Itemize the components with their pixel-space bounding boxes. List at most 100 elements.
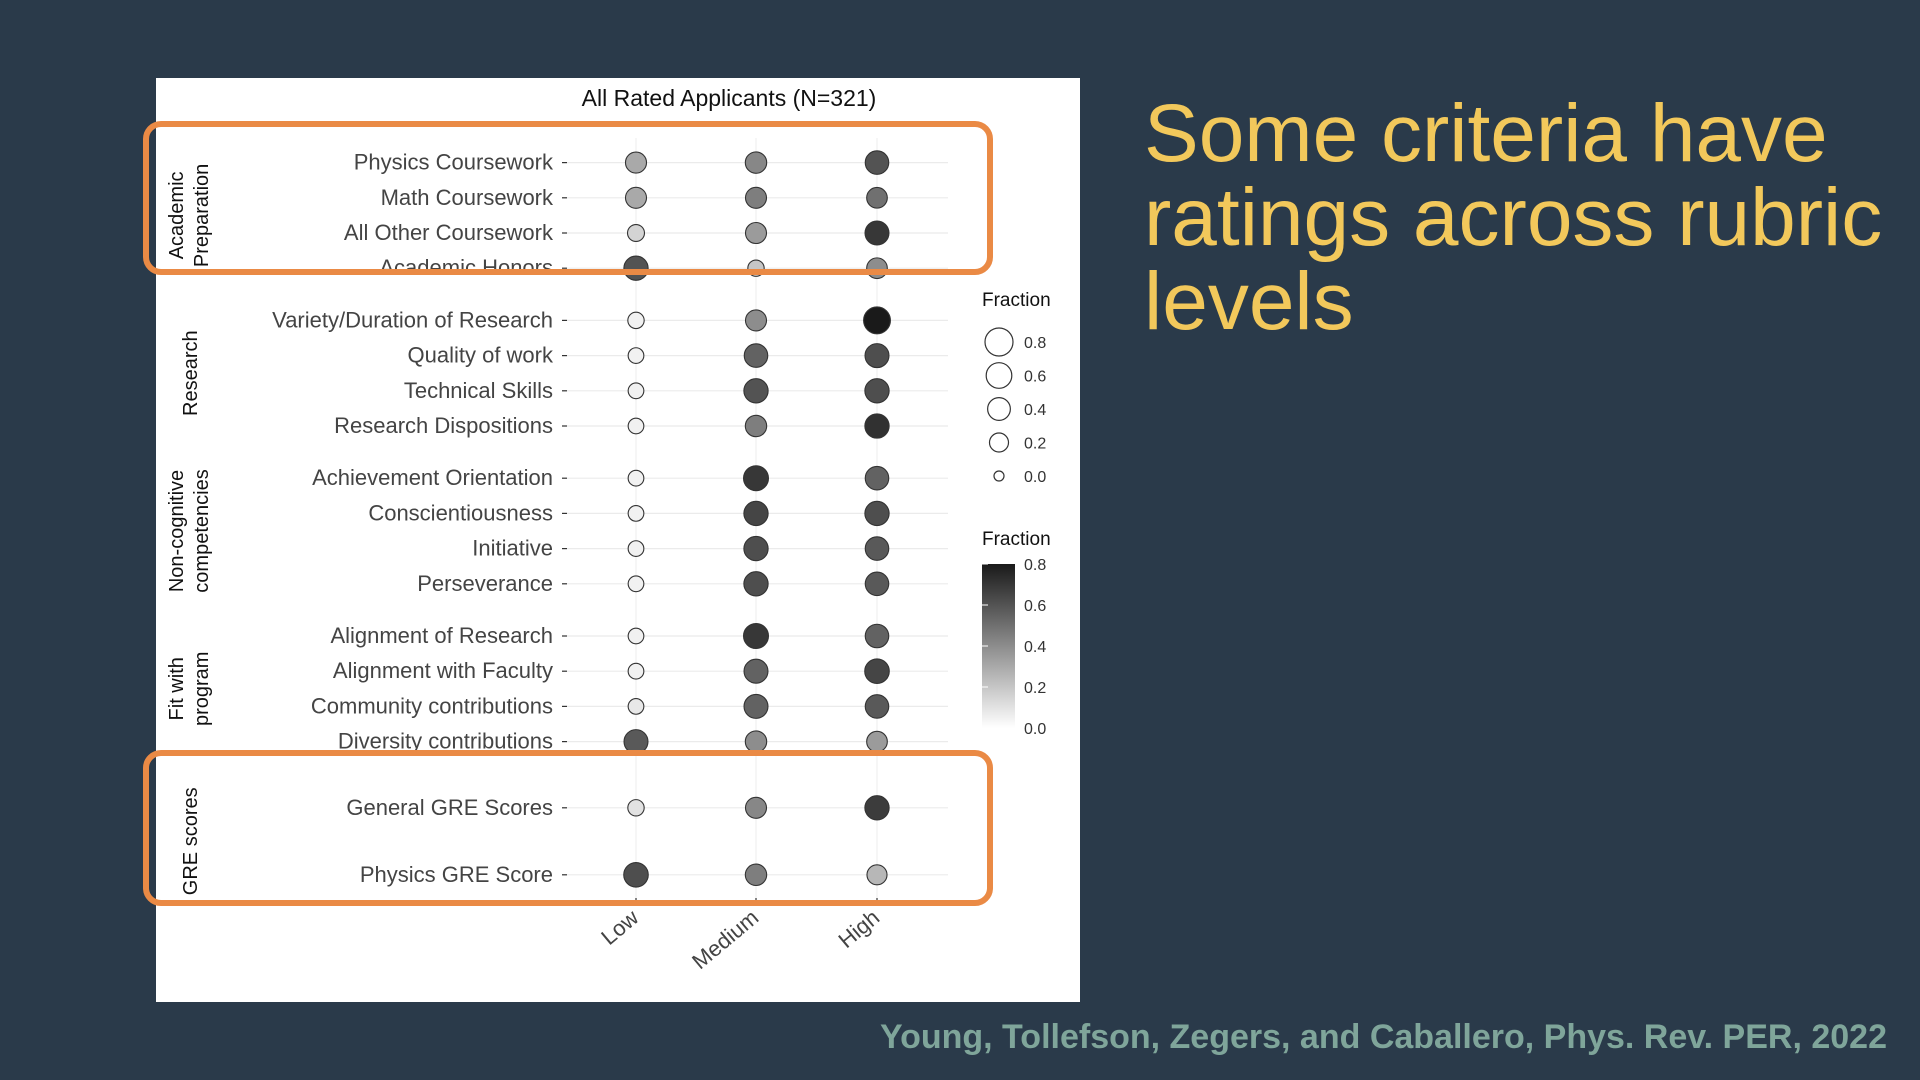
group-label: program bbox=[191, 652, 213, 726]
row-all-other-coursework: All Other Coursework bbox=[344, 220, 948, 246]
dot-initiative-medium bbox=[743, 535, 769, 562]
dot-technical-skills-high bbox=[864, 378, 890, 404]
row-conscientiousness: Conscientiousness bbox=[368, 500, 948, 527]
slide-headline: Some criteria have ratings across rubric… bbox=[1144, 88, 1883, 347]
dot-alignment-with-faculty-medium bbox=[743, 658, 769, 684]
group-non-cognitive-competencies: Achievement Orientation Conscientiousness… bbox=[166, 465, 948, 597]
citation: Young, Tollefson, Zegers, and Caballero,… bbox=[879, 1018, 1887, 1056]
dot-variety-duration-of-research-low bbox=[627, 311, 645, 330]
chart-panel: All Rated Applicants (N=321) Physics Cou… bbox=[156, 78, 1080, 1002]
row-label: Initiative bbox=[472, 536, 553, 561]
dot-quality-of-work-high bbox=[864, 343, 890, 369]
dot-research-dispositions-medium bbox=[744, 414, 768, 438]
color-legend-label: 0.4 bbox=[1024, 639, 1046, 656]
dot-technical-skills-low bbox=[627, 382, 645, 400]
color-legend-title: Fraction bbox=[982, 529, 1051, 550]
dot-physics-gre-score-high bbox=[866, 864, 888, 886]
row-label: Research Dispositions bbox=[334, 413, 553, 438]
dot-all-other-coursework-high bbox=[864, 220, 890, 246]
dot-perseverance-high bbox=[864, 571, 890, 597]
dot-quality-of-work-low bbox=[627, 347, 645, 364]
dot-conscientiousness-medium bbox=[743, 500, 769, 527]
group-fit-with-program: Alignment of Research Alignment with Facu… bbox=[166, 622, 948, 755]
row-label: Alignment with Faculty bbox=[333, 658, 553, 683]
size-legend-label: 0.2 bbox=[1024, 436, 1046, 453]
dot-math-coursework-medium bbox=[744, 186, 768, 209]
row-community-contributions: Community contributions bbox=[311, 693, 948, 719]
size-legend-label: 0.8 bbox=[1024, 335, 1046, 352]
color-legend-label: 0.2 bbox=[1024, 680, 1046, 697]
row-alignment-with-faculty: Alignment with Faculty bbox=[333, 658, 948, 685]
row-label: Academic Honors bbox=[379, 255, 553, 280]
row-diversity-contributions: Diversity contributions bbox=[338, 729, 948, 755]
dot-variety-duration-of-research-high bbox=[863, 306, 891, 335]
dot-math-coursework-high bbox=[866, 186, 888, 209]
row-general-gre-scores: General GRE Scores bbox=[346, 795, 948, 821]
size-legend-circle bbox=[985, 362, 1013, 389]
row-physics-gre-score: Physics GRE Score bbox=[360, 861, 948, 888]
highlight-box-gre-scores bbox=[143, 750, 993, 906]
group-label: Academic bbox=[166, 171, 188, 259]
dot-physics-gre-score-low bbox=[623, 861, 649, 888]
group-label: GRE scores bbox=[180, 787, 202, 895]
row-label: Variety/Duration of Research bbox=[272, 307, 553, 332]
dot-physics-coursework-high bbox=[864, 150, 890, 175]
row-label: General GRE Scores bbox=[346, 795, 553, 820]
dot-achievement-orientation-medium bbox=[742, 465, 770, 492]
dot-general-gre-scores-low bbox=[627, 799, 645, 817]
dot-math-coursework-low bbox=[624, 186, 648, 209]
size-legend-label: 0.4 bbox=[1024, 402, 1046, 419]
row-initiative: Initiative bbox=[472, 535, 948, 562]
row-label: Community contributions bbox=[311, 693, 553, 718]
dot-all-other-coursework-medium bbox=[744, 221, 768, 245]
dot-all-other-coursework-low bbox=[626, 223, 646, 243]
dot-technical-skills-medium bbox=[743, 378, 769, 404]
row-technical-skills: Technical Skills bbox=[404, 378, 948, 404]
size-legend-circle bbox=[988, 432, 1010, 453]
dot-perseverance-low bbox=[627, 575, 645, 593]
group-label: Non-cognitive bbox=[166, 470, 188, 592]
dot-community-contributions-low bbox=[627, 698, 645, 715]
row-label: Quality of work bbox=[408, 343, 554, 368]
row-perseverance: Perseverance bbox=[417, 571, 948, 597]
color-legend-label: 0.6 bbox=[1024, 598, 1046, 615]
row-quality-of-work: Quality of work bbox=[408, 343, 948, 369]
x-tick-label-low: Low bbox=[596, 905, 643, 950]
row-label: Alignment of Research bbox=[330, 623, 553, 648]
row-physics-coursework: Physics Coursework bbox=[354, 150, 948, 175]
group-research: Variety/Duration of Research Quality of w… bbox=[180, 306, 948, 439]
dot-alignment-with-faculty-high bbox=[864, 658, 890, 685]
color-legend-label: 0.8 bbox=[1024, 557, 1046, 574]
size-legend-title: Fraction bbox=[982, 290, 1051, 311]
dot-alignment-of-research-low bbox=[627, 627, 645, 645]
legend-area: Fraction 0.8 0.6 0.4 0.2 0.0 Fraction 0.8 0.6 0.4… bbox=[982, 290, 1051, 738]
dot-initiative-low bbox=[627, 540, 645, 557]
row-label: Physics Coursework bbox=[354, 150, 554, 175]
row-label: Technical Skills bbox=[404, 378, 553, 403]
size-legend-label: 0.6 bbox=[1024, 369, 1046, 386]
dot-physics-coursework-medium bbox=[744, 151, 768, 174]
group-label: Research bbox=[180, 330, 202, 416]
dot-quality-of-work-medium bbox=[743, 343, 769, 368]
row-achievement-orientation: Achievement Orientation bbox=[312, 465, 948, 492]
group-label: Fit with bbox=[166, 657, 188, 720]
dot-achievement-orientation-high bbox=[864, 465, 890, 491]
row-label: All Other Coursework bbox=[344, 220, 554, 245]
chart-title: All Rated Applicants (N=321) bbox=[582, 85, 877, 111]
dot-alignment-of-research-high bbox=[864, 623, 890, 649]
dot-alignment-of-research-medium bbox=[742, 622, 770, 650]
x-tick-label-medium: Medium bbox=[687, 905, 763, 974]
row-label: Math Coursework bbox=[381, 185, 554, 210]
dot-general-gre-scores-high bbox=[864, 795, 890, 821]
dot-community-contributions-high bbox=[864, 694, 890, 719]
size-legend-circle bbox=[987, 397, 1011, 421]
group-gre-scores: General GRE Scores Physics GRE Score GRE s… bbox=[180, 787, 948, 895]
dot-variety-duration-of-research-medium bbox=[744, 309, 768, 332]
dot-diversity-contributions-high bbox=[866, 730, 888, 753]
dot-initiative-high bbox=[864, 536, 890, 561]
dot-conscientiousness-high bbox=[864, 500, 890, 527]
dot-general-gre-scores-medium bbox=[744, 796, 768, 819]
group-label: Preparation bbox=[191, 164, 213, 267]
row-variety-duration-of-research: Variety/Duration of Research bbox=[272, 306, 948, 335]
dot-perseverance-medium bbox=[743, 571, 769, 597]
